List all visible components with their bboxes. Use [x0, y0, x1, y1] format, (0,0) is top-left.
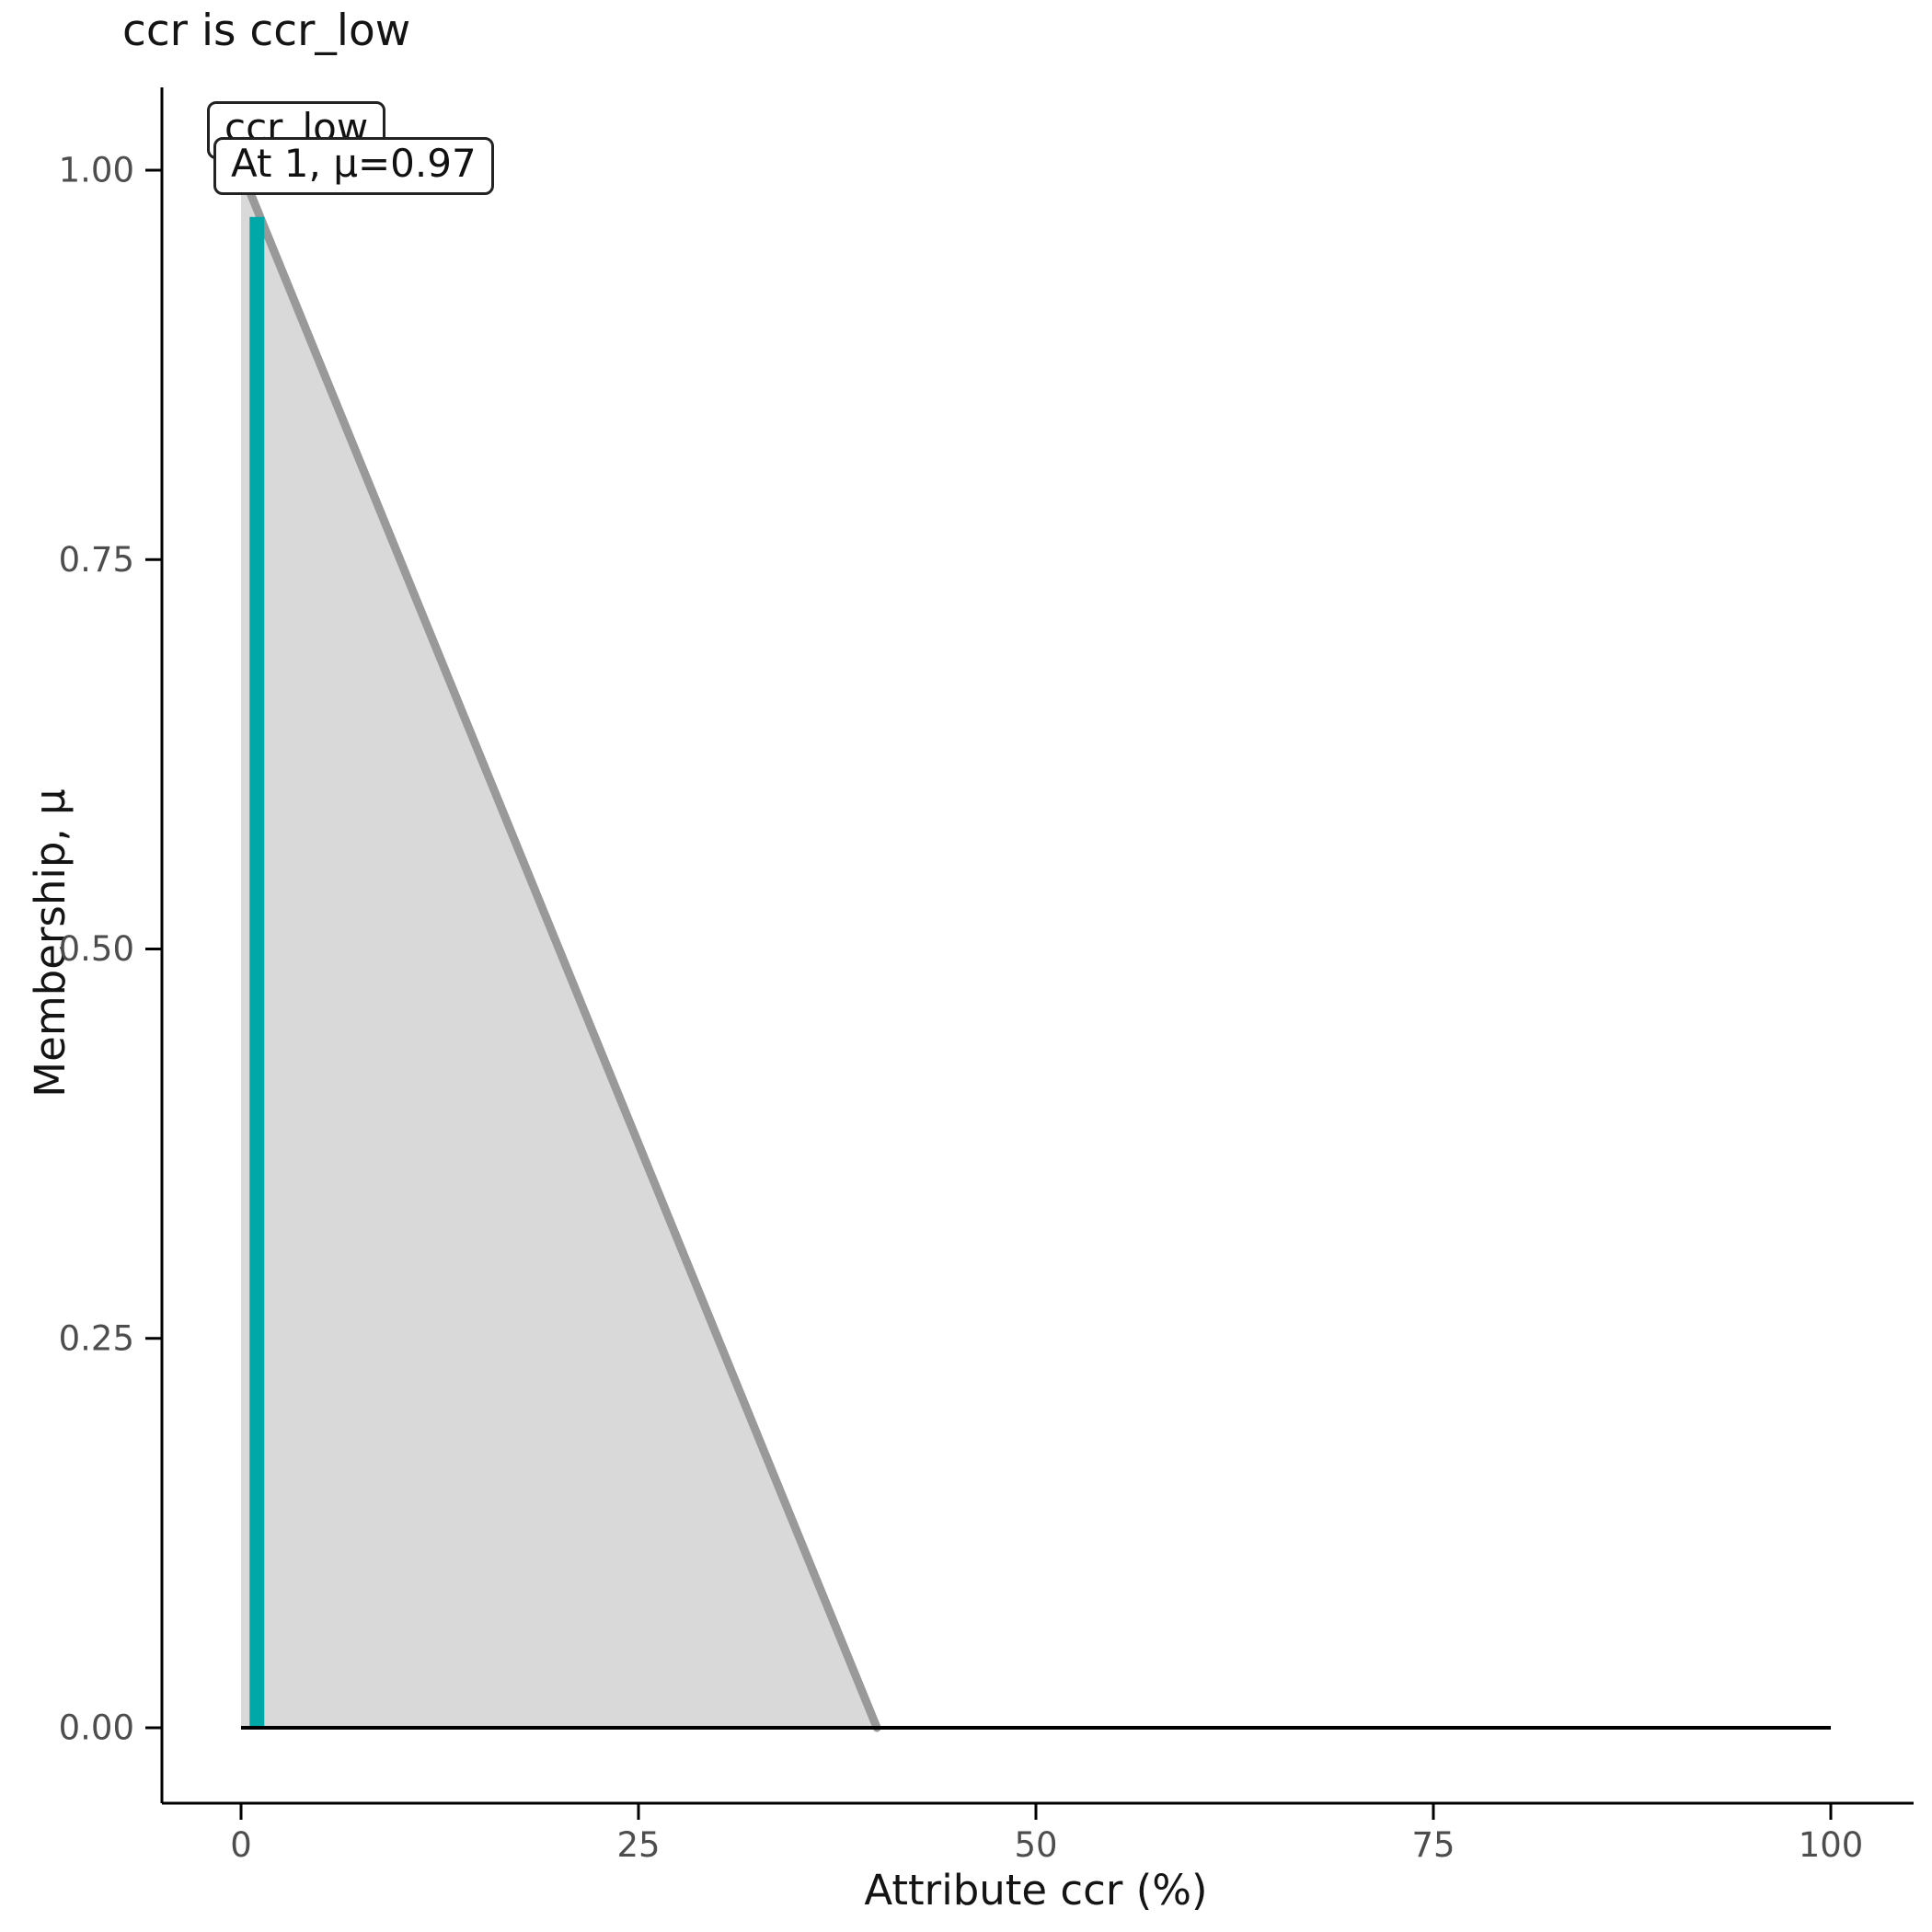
x-axis-title: Attribute ccr (%) — [864, 1866, 1208, 1915]
x-axis-tick-label: 100 — [1799, 1825, 1864, 1865]
x-axis-tick-label: 75 — [1411, 1825, 1455, 1865]
membership-function-line — [236, 166, 881, 1732]
x-axis-tick-label: 25 — [616, 1825, 660, 1865]
y-axis-tick-label: 1.00 — [59, 151, 134, 190]
x-axis-tick-label: 50 — [1014, 1825, 1057, 1865]
x-axis-tick-label: 0 — [230, 1825, 252, 1865]
highlight-membership-bar — [249, 216, 265, 1728]
y-axis-tick-label: 0.75 — [59, 540, 134, 580]
chart-title: ccr is ccr_low — [122, 6, 411, 56]
y-axis-tick-label: 0.25 — [59, 1318, 134, 1358]
y-axis-tick-label: 0.50 — [59, 929, 134, 969]
y-axis-tick-label: 0.00 — [59, 1708, 134, 1748]
annotation-membership-value-label: At 1, μ=0.97 — [213, 137, 494, 196]
